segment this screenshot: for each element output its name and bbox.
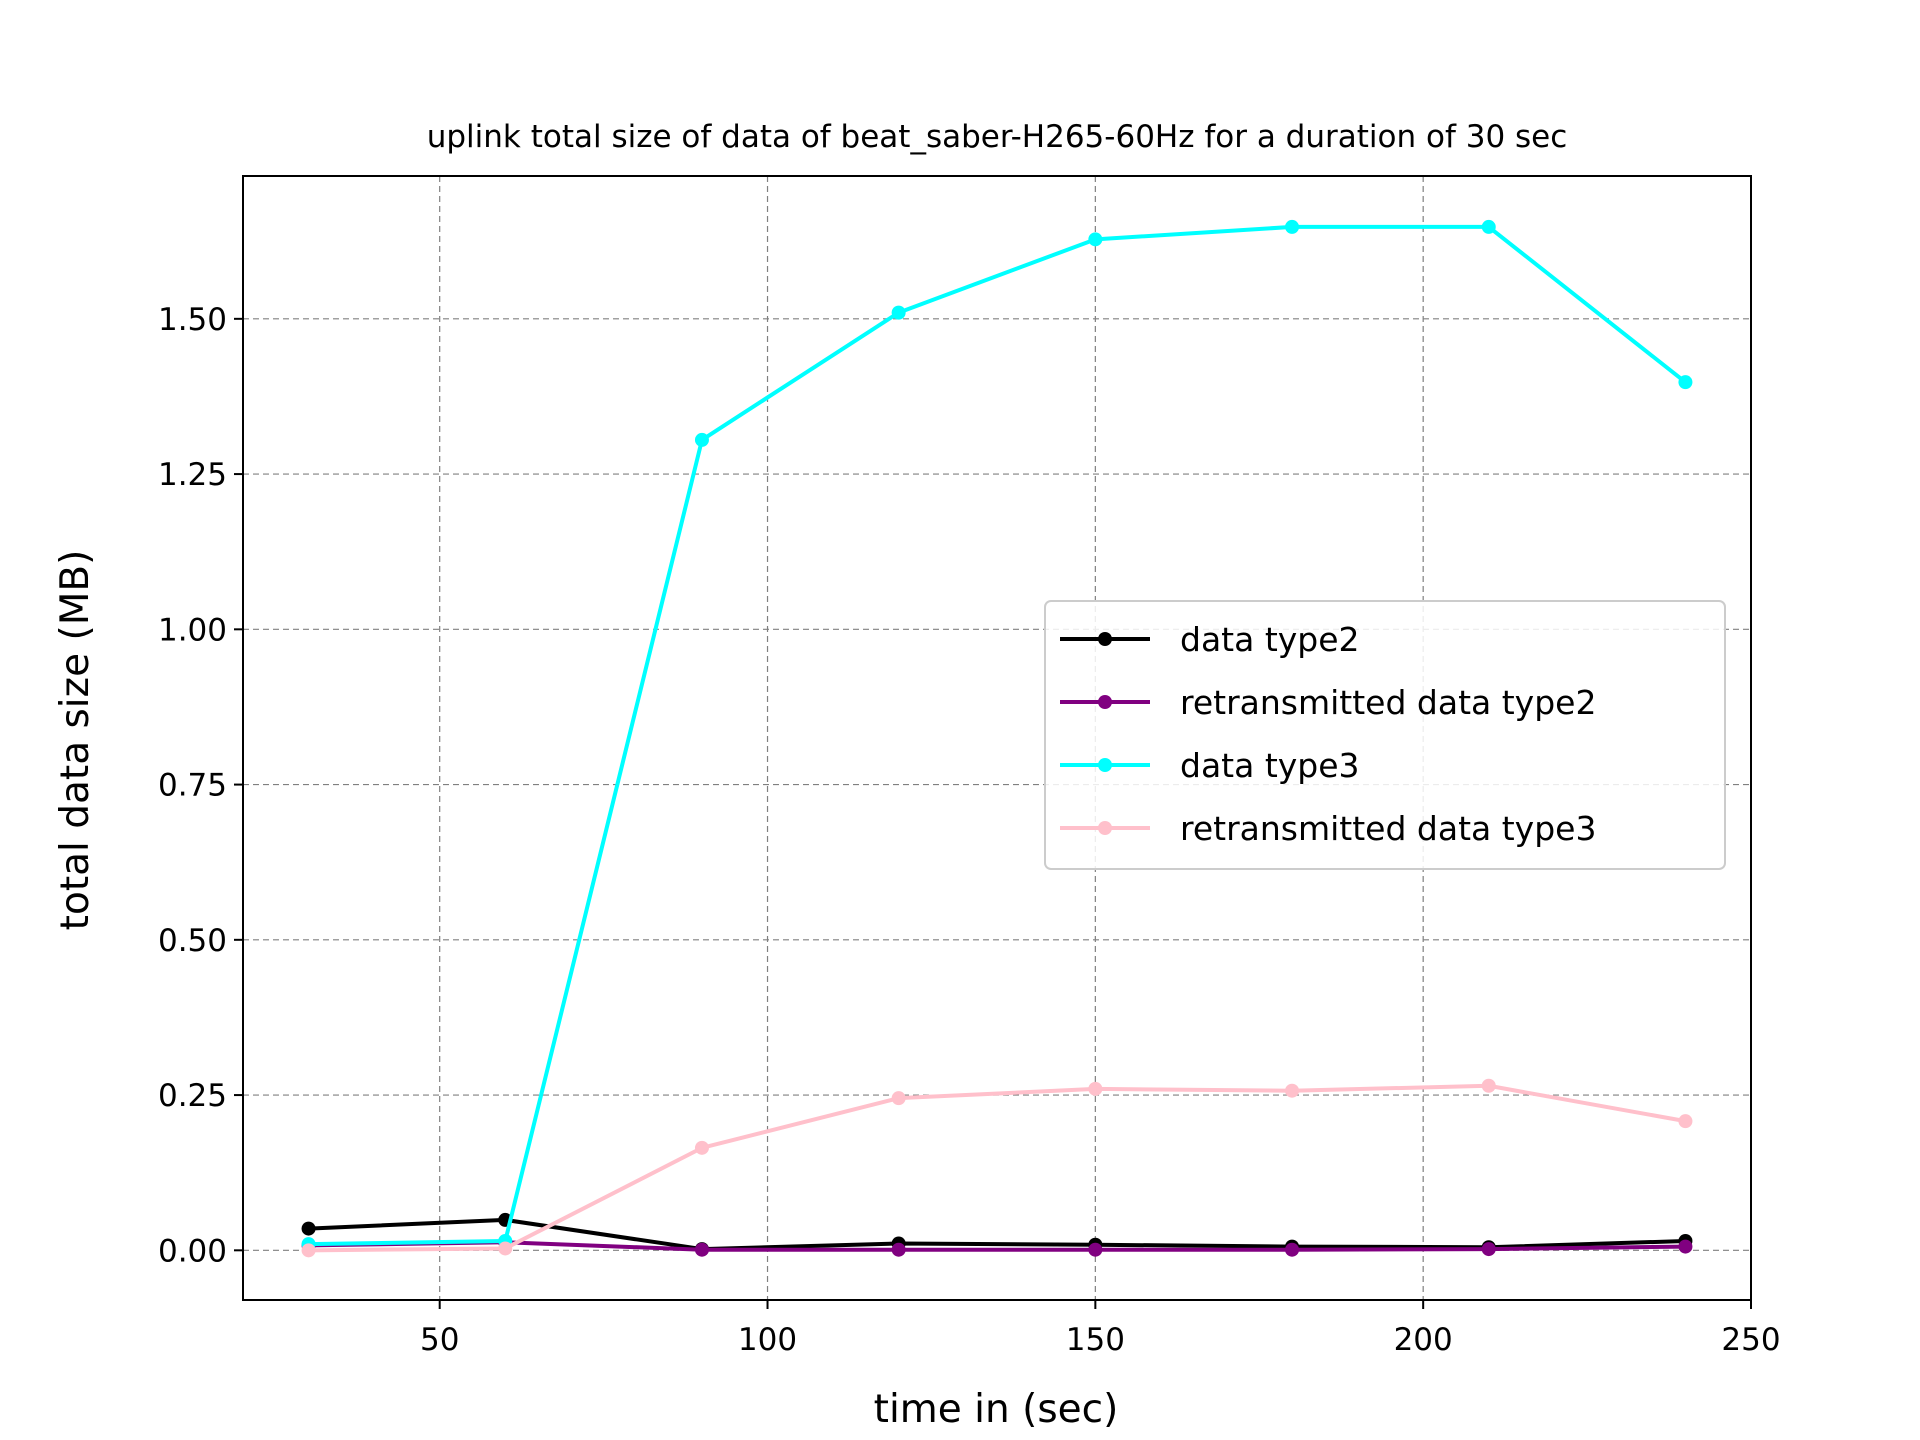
legend-label: retransmitted data type2	[1180, 683, 1596, 722]
legend-label: data type2	[1180, 620, 1360, 659]
data-point	[301, 1243, 316, 1258]
y-tick-label: 1.00	[158, 612, 227, 648]
legend-swatch-marker	[1098, 695, 1112, 709]
legend: data type2 retransmitted data type2 data t…	[1044, 600, 1726, 870]
x-tick-label: 50	[420, 1322, 459, 1358]
data-point	[498, 1241, 513, 1256]
data-point	[301, 1221, 316, 1236]
y-axis-label: total data size (MB)	[53, 550, 98, 931]
x-tick-label: 150	[1066, 1322, 1125, 1358]
legend-label: retransmitted data type3	[1180, 809, 1596, 848]
x-tick-label: 100	[738, 1322, 797, 1358]
series-lines	[301, 219, 1693, 1258]
data-point	[1481, 219, 1496, 234]
x-axis-label: time in (sec)	[874, 1387, 1119, 1432]
data-point	[694, 1242, 709, 1257]
y-tick-label: 0.00	[158, 1233, 227, 1269]
legend-swatch-marker	[1098, 758, 1112, 772]
legend-swatch-marker	[1098, 821, 1112, 835]
series-line	[308, 224, 1687, 1247]
series-line	[308, 1217, 1686, 1252]
series-line	[308, 1083, 1686, 1253]
data-point	[1481, 1078, 1496, 1093]
x-tick-label: 200	[1394, 1322, 1453, 1358]
data-point	[1088, 232, 1103, 247]
series-line	[308, 1240, 1686, 1252]
legend-box	[1044, 600, 1726, 870]
series-retransmitted-data-type3	[301, 1078, 1693, 1258]
data-point	[694, 432, 709, 447]
data-point	[1088, 1081, 1103, 1096]
data-point	[1481, 1242, 1496, 1257]
axis-ticks: 50 100 150 200 250 0.00 0.25 0.50 0.75 1.00 1.25 1.…	[158, 302, 1781, 1358]
y-tick-label: 0.25	[158, 1078, 227, 1114]
y-tick-label: 1.50	[158, 302, 227, 338]
data-point	[1678, 1239, 1693, 1254]
data-point	[891, 1091, 906, 1106]
data-point	[1285, 1083, 1300, 1098]
data-point	[1285, 1242, 1300, 1257]
chart-title: uplink total size of data of beat_saber-…	[427, 119, 1568, 155]
y-tick-label: 0.50	[158, 923, 227, 959]
y-tick-label: 1.25	[158, 457, 227, 493]
x-tick-label: 250	[1721, 1322, 1780, 1358]
plot-frame	[242, 175, 1752, 1301]
data-point	[1678, 1114, 1693, 1129]
data-point	[1678, 375, 1693, 390]
data-point	[1088, 1242, 1103, 1257]
legend-swatch-marker	[1098, 632, 1112, 646]
data-point	[891, 305, 906, 320]
legend-label: data type3	[1180, 746, 1360, 785]
data-point	[891, 1242, 906, 1257]
data-point	[1285, 219, 1300, 234]
data-point	[694, 1140, 709, 1155]
y-tick-label: 0.75	[158, 768, 227, 804]
